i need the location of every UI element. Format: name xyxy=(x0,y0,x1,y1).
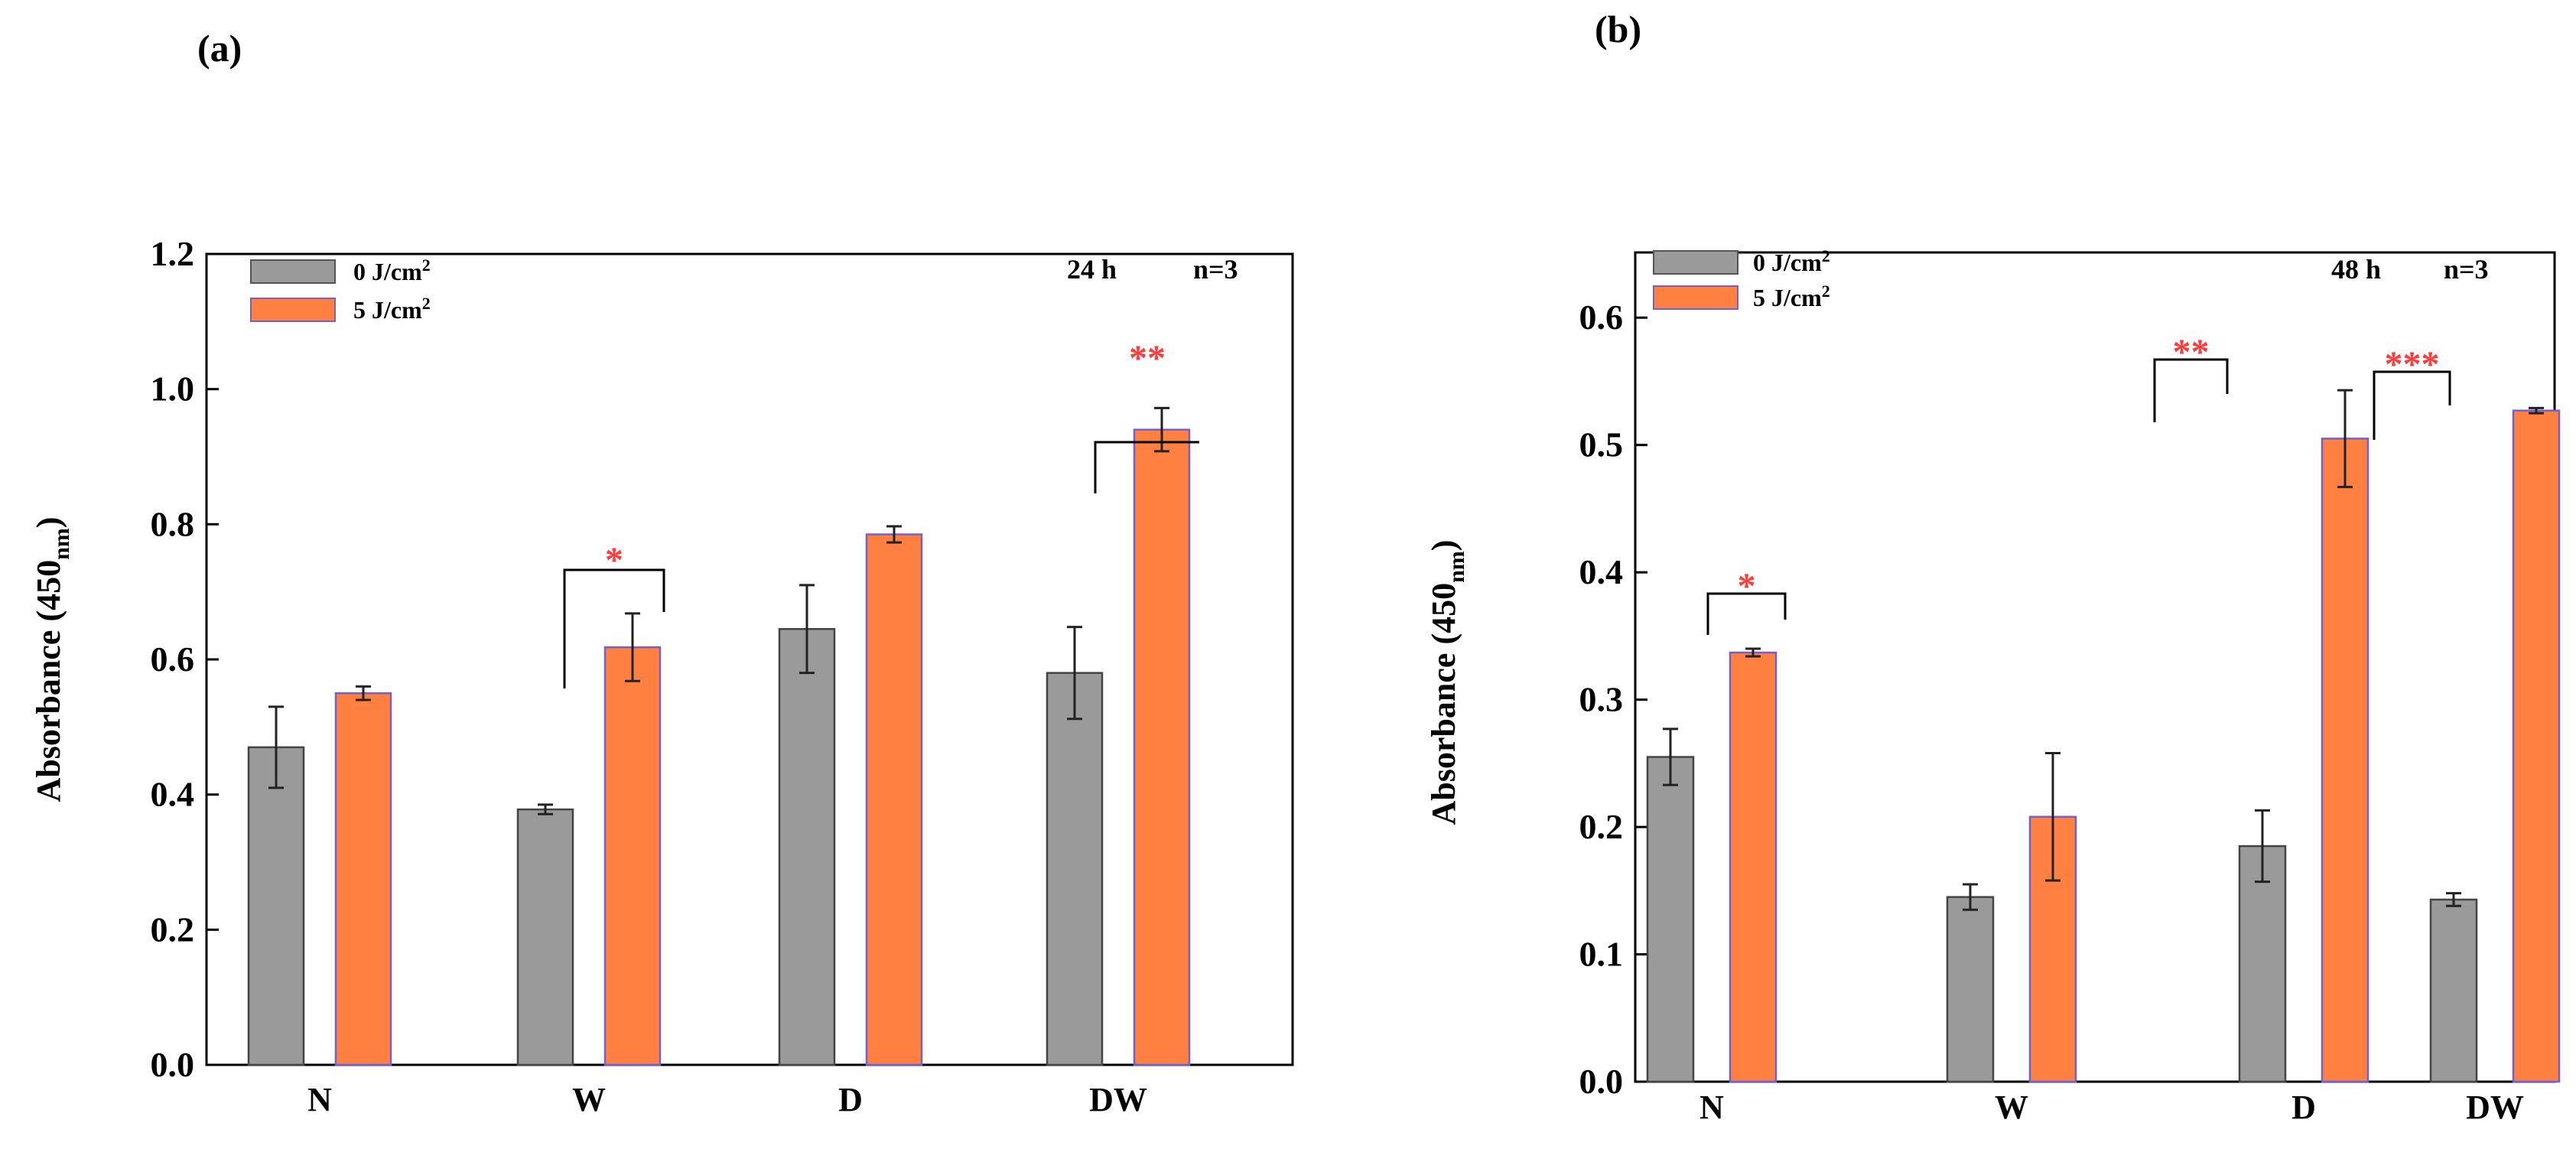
x-tick-label-D: D xyxy=(2291,1089,2316,1126)
panel-b-time-annotation: 48 h xyxy=(2331,254,2381,285)
panel-b-bars: *** *** xyxy=(1646,332,2561,1083)
panel-a-y-axis: 0.0 0.2 0.4 0.6 0.8 1.0 1.2 xyxy=(151,234,219,1084)
y-tick-label: 0.5 xyxy=(1579,425,1624,464)
bar-0J-DW xyxy=(1046,672,1104,1066)
y-tick-label: 0.2 xyxy=(1579,807,1624,846)
x-tick-label-W: W xyxy=(1995,1089,2028,1126)
y-tick-label: 1.0 xyxy=(151,369,195,408)
bar-5J-DW xyxy=(2512,409,2561,1083)
panel-a-bars: *** xyxy=(247,338,1199,1066)
bar-0J-W xyxy=(516,808,574,1066)
bar-5J-N xyxy=(334,692,392,1066)
panel-a-x-axis: N W D DW xyxy=(307,1081,1147,1118)
bar-0J-N xyxy=(1646,756,1695,1083)
panel-b-legend-label-5J: 5 J/cm2 xyxy=(1753,282,1830,311)
bar-0J-W xyxy=(1946,896,1995,1083)
panel-a-legend-label-5J: 5 J/cm2 xyxy=(353,294,431,324)
significance-star-D: ** xyxy=(2173,332,2210,373)
significance-star-W: * xyxy=(605,540,623,581)
x-tick-label-DW: DW xyxy=(1089,1081,1147,1118)
bar-5J-N xyxy=(1729,651,1778,1083)
panel-a-chart: (a) 0.00.20.40.60.81.01.2 *** N W D DW Abso… xyxy=(30,27,1294,1118)
panel-a-legend-swatch-5J xyxy=(250,298,336,322)
significance-bracket-D xyxy=(2153,358,2229,422)
x-tick-label-D: D xyxy=(838,1081,863,1118)
y-tick-label: 0.6 xyxy=(1579,298,1624,337)
significance-bracket-N xyxy=(1706,592,1787,635)
panel-a-legend: 0 J/cm2 5 J/cm2 xyxy=(250,256,431,324)
panel-b-legend-label-0J: 0 J/cm2 xyxy=(1753,246,1830,276)
significance-star-DW: *** xyxy=(2385,344,2440,385)
panel-b-legend-swatch-0J xyxy=(1653,250,1738,275)
y-tick-label: 0.6 xyxy=(151,640,195,679)
significance-bracket-W xyxy=(563,568,665,688)
panel-a-label: (a) xyxy=(197,27,242,70)
y-tick-label: 0.4 xyxy=(151,775,195,814)
panel-a-legend-label-0J: 0 J/cm2 xyxy=(353,256,431,285)
bar-0J-D xyxy=(778,628,836,1066)
significance-bracket-DW xyxy=(1094,441,1199,493)
significance-star-N: * xyxy=(1738,566,1756,607)
bar-5J-W xyxy=(603,646,662,1066)
bar-0J-D xyxy=(2238,845,2287,1083)
y-tick-label: 1.2 xyxy=(151,234,195,273)
bar-0J-DW xyxy=(2429,898,2478,1083)
panel-a-legend-swatch-0J xyxy=(250,259,336,284)
bar-0J-N xyxy=(247,746,305,1066)
y-tick-label: 0.0 xyxy=(1579,1062,1624,1101)
y-tick-label: 0.2 xyxy=(151,910,195,949)
panel-b-y-axis: 0.0 0.1 0.2 0.3 0.4 0.5 0.6 xyxy=(1579,298,1647,1101)
bar-5J-D xyxy=(2321,438,2369,1083)
bar-5J-D xyxy=(865,533,923,1066)
y-tick-label: 0.0 xyxy=(151,1045,195,1084)
x-tick-label-DW: DW xyxy=(2466,1089,2524,1126)
panel-a-y-axis-title: Absorbance (450nm) xyxy=(30,517,74,802)
x-tick-label-W: W xyxy=(572,1081,606,1118)
bar-5J-DW xyxy=(1133,428,1191,1066)
panel-b-x-axis: N W D DW xyxy=(1699,1089,2524,1126)
panel-b-y-axis-title: Absorbance (450nm) xyxy=(1425,540,1469,825)
panel-b-n-annotation: n=3 xyxy=(2444,254,2489,285)
panel-a-n-annotation: n=3 xyxy=(1193,254,1238,285)
y-tick-label: 0.1 xyxy=(1579,935,1624,974)
panel-a-time-annotation: 24 h xyxy=(1067,254,1117,285)
significance-bracket-DW xyxy=(2373,370,2451,440)
panel-b-label: (b) xyxy=(1595,8,1641,50)
y-tick-label: 0.3 xyxy=(1579,680,1624,719)
significance-star-DW: ** xyxy=(1129,338,1166,379)
y-tick-label: 0.8 xyxy=(151,504,195,543)
panel-b-legend: 0 J/cm2 5 J/cm2 xyxy=(1653,246,1830,311)
x-tick-label-N: N xyxy=(1699,1089,1724,1126)
x-tick-label-N: N xyxy=(307,1081,332,1118)
panel-b-legend-swatch-5J xyxy=(1653,285,1738,310)
panel-b-chart: (b) 0.00.10.20.30.40.50.6 *** *** N W D DW A… xyxy=(1425,8,2561,1126)
y-tick-label: 0.4 xyxy=(1579,552,1624,591)
